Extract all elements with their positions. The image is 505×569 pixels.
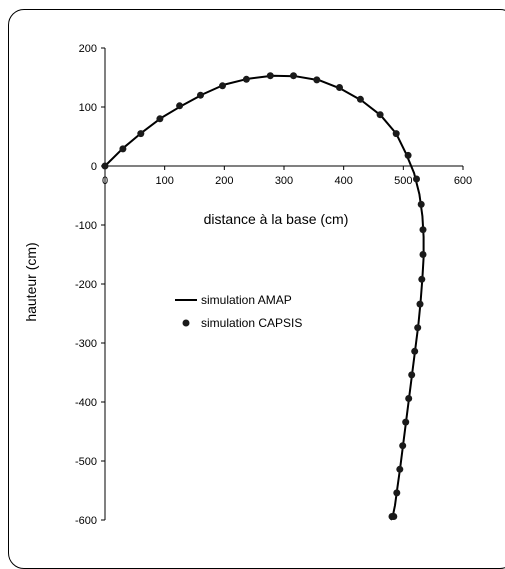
data-point-capsis — [137, 130, 145, 138]
x-tick-label: 0 — [102, 175, 108, 187]
data-point-capsis — [418, 275, 426, 283]
x-tick-label: 200 — [215, 175, 233, 187]
plot-area — [101, 72, 427, 521]
y-axis-label: hauteur (cm) — [23, 242, 39, 321]
data-point-capsis — [396, 465, 404, 473]
y-tick-label: -500 — [75, 456, 97, 468]
data-point-capsis — [101, 162, 109, 170]
x-tick-label: 300 — [275, 175, 293, 187]
data-point-capsis — [402, 418, 410, 426]
data-point-capsis — [408, 371, 416, 379]
data-point-capsis — [419, 226, 427, 234]
data-point-capsis — [405, 395, 413, 402]
data-point-capsis — [242, 75, 250, 83]
data-point-capsis — [197, 91, 204, 99]
legend-label-capsis: simulation CAPSIS — [201, 316, 302, 330]
data-point-capsis — [414, 324, 422, 332]
y-tick-label: -300 — [75, 338, 97, 350]
chart: 200 100 0 -100 -200 -300 -400 -500 -600 0 100 200 30… — [23, 43, 472, 527]
y-tick-label: -200 — [75, 279, 97, 291]
data-point-capsis — [336, 84, 343, 91]
x-tick-label: 500 — [394, 175, 412, 187]
data-point-capsis — [416, 300, 424, 308]
axes: 200 100 0 -100 -200 -300 -400 -500 -600 0 100 200 30… — [75, 43, 472, 527]
data-point-capsis — [219, 82, 226, 90]
data-point-capsis — [404, 151, 412, 159]
legend: simulation AMAP simulation CAPSIS — [175, 293, 302, 330]
x-tick-label: 400 — [334, 175, 352, 187]
legend-marker-swatch — [182, 319, 190, 327]
data-point-capsis — [376, 111, 384, 119]
y-tick-label: 200 — [79, 43, 97, 55]
data-point-capsis — [290, 72, 297, 80]
x-axis-label: distance à la base (cm) — [204, 211, 349, 227]
data-point-capsis — [356, 95, 364, 103]
y-tick-label: -100 — [75, 220, 97, 232]
data-point-capsis — [313, 76, 321, 84]
x-tick-label: 600 — [454, 175, 472, 187]
data-point-capsis — [392, 130, 400, 138]
data-point-capsis — [388, 513, 396, 520]
data-point-capsis — [156, 115, 164, 123]
data-point-capsis — [399, 442, 407, 450]
data-point-capsis — [413, 175, 420, 183]
y-tick-label: 0 — [91, 161, 97, 173]
data-point-capsis — [176, 102, 184, 110]
data-point-capsis — [411, 347, 419, 355]
data-point-capsis — [266, 72, 274, 80]
y-tick-label: 100 — [79, 102, 97, 114]
x-tick-label: 100 — [155, 175, 173, 187]
data-point-capsis — [119, 145, 127, 153]
data-point-capsis — [393, 489, 401, 497]
series-line-amap — [104, 74, 425, 521]
legend-label-amap: simulation AMAP — [201, 293, 292, 307]
data-point-capsis — [419, 251, 427, 258]
data-point-capsis — [417, 200, 425, 208]
y-tick-label: -400 — [75, 397, 97, 409]
y-tick-label: -600 — [75, 515, 97, 527]
